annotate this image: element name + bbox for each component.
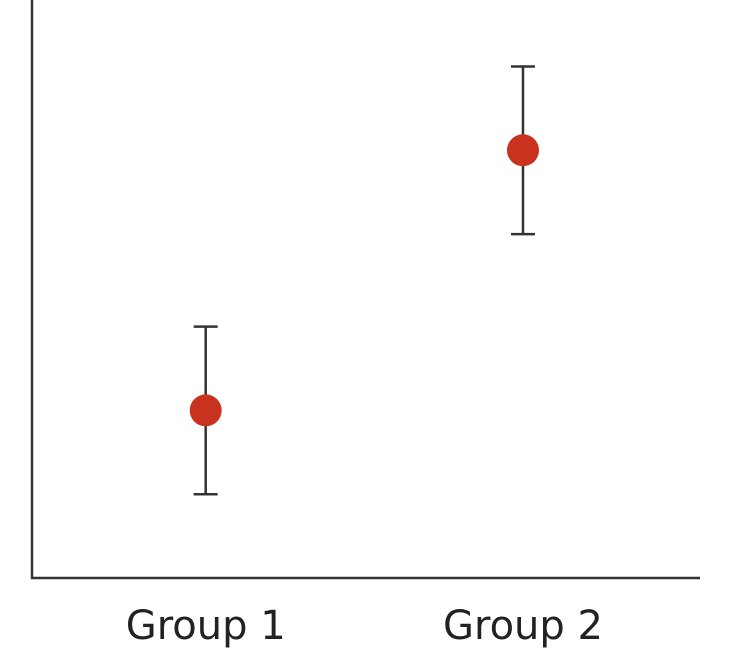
x-tick-label: Group 2 [443,603,603,649]
x-tick-label: Group 1 [126,603,286,649]
point [189,394,222,427]
point [506,134,539,167]
